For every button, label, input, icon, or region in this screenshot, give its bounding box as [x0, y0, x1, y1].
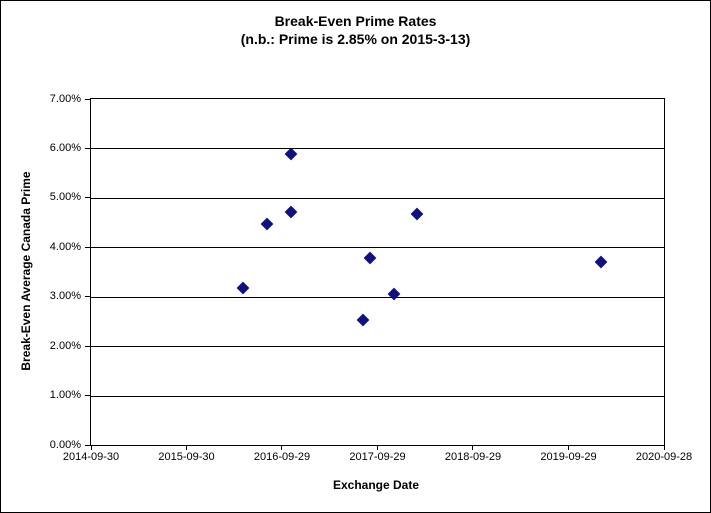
x-tick-label: 2015-09-30 — [158, 451, 215, 463]
data-point — [387, 287, 401, 301]
x-tick-label: 2019-09-29 — [540, 451, 597, 463]
data-point — [284, 147, 297, 161]
y-tick-mark — [85, 246, 90, 248]
x-tick-label: 2016-09-29 — [253, 451, 311, 463]
data-point — [410, 207, 424, 221]
y-tick-label: 0.00% — [49, 438, 81, 451]
x-tick-label: 2014-09-30 — [62, 451, 120, 463]
data-point — [284, 205, 297, 219]
data-point — [236, 281, 250, 295]
x-tick-mark — [90, 445, 92, 450]
x-tick-label: 2020-09-28 — [635, 451, 693, 463]
x-axis-title: Exchange Date — [332, 478, 420, 492]
chart-title-block: Break-Even Prime Rates (n.b.: Prime is 2… — [1, 12, 710, 48]
x-tick-label: 2017-09-29 — [349, 451, 406, 463]
y-tick-label: 4.00% — [49, 240, 81, 253]
x-tick-mark — [472, 445, 474, 450]
y-tick-label: 2.00% — [49, 339, 81, 352]
plot-area: 0.00% 1.00% 2.00% 3.00% 4.00% 5.00% 6.00% 7.00%… — [50, 93, 692, 464]
data-point — [594, 255, 608, 269]
x-tick-mark — [281, 445, 283, 450]
x-tick-mark — [185, 445, 187, 450]
y-tick-label: 5.00% — [49, 191, 81, 204]
y-tick-label: 3.00% — [49, 290, 81, 303]
y-tick-mark — [85, 98, 90, 100]
y-gridline — [91, 247, 664, 249]
y-tick-mark — [85, 147, 90, 149]
data-point — [356, 314, 369, 327]
y-tick-mark — [85, 296, 90, 298]
data-point — [260, 217, 274, 231]
y-tick-label: 6.00% — [49, 141, 81, 154]
y-tick-label: 1.00% — [49, 389, 81, 402]
y-gridline — [91, 148, 664, 150]
y-gridline — [91, 197, 664, 199]
x-tick-label: 2018-09-29 — [444, 451, 502, 463]
chart-title: Break-Even Prime Rates — [274, 13, 437, 29]
y-tick-mark — [85, 345, 90, 347]
y-gridline — [91, 346, 664, 348]
y-gridline — [91, 296, 664, 298]
y-tick-mark — [85, 197, 90, 199]
y-tick-mark — [85, 444, 90, 446]
y-tick-label: 7.00% — [49, 92, 81, 105]
y-gridline — [91, 395, 664, 397]
x-tick-mark — [663, 445, 665, 450]
data-point — [363, 251, 377, 265]
x-tick-mark — [377, 445, 378, 450]
x-tick-mark — [568, 445, 569, 450]
chart-subtitle: (n.b.: Prime is 2.85% on 2015-3-13) — [240, 31, 471, 47]
y-tick-mark — [85, 395, 90, 397]
